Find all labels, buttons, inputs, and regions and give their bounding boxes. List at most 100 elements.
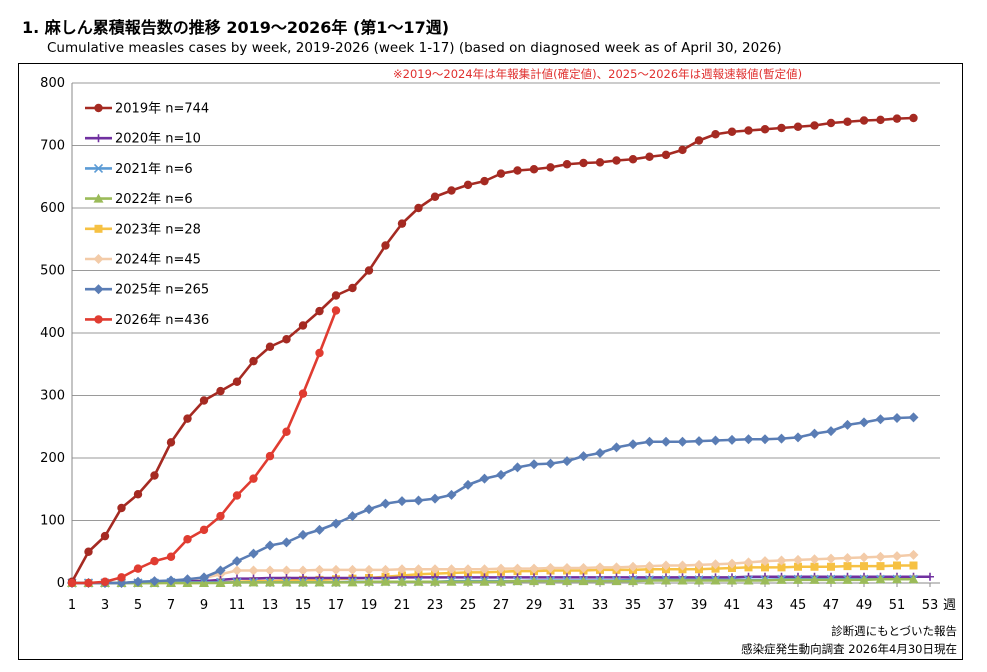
point-2019-week-28 bbox=[513, 166, 522, 175]
x-axis-label: 週 bbox=[943, 598, 956, 613]
point-2022-week-10 bbox=[215, 578, 226, 587]
point-2019-week-7 bbox=[166, 438, 176, 447]
point-2024-week-14 bbox=[281, 565, 292, 576]
point-2020-week-53 bbox=[926, 572, 934, 581]
legend-label-2019: 2019年 n=744 bbox=[115, 102, 209, 117]
x-tick-label-15: 15 bbox=[295, 598, 312, 613]
point-2019-week-10 bbox=[216, 386, 225, 396]
point-2022-week-39 bbox=[694, 575, 704, 585]
point-2025-week-7 bbox=[166, 575, 176, 586]
point-2025-week-41 bbox=[727, 434, 737, 445]
point-2026-week-16 bbox=[315, 348, 324, 358]
point-2019-week-43 bbox=[760, 125, 770, 134]
point-2025-week-30 bbox=[545, 458, 556, 469]
x-tick-label-47: 47 bbox=[823, 598, 840, 613]
point-2022-week-21 bbox=[397, 576, 407, 586]
legend-marker-2024 bbox=[93, 254, 104, 264]
footer-line-1: 診断週にもとづいた報告 bbox=[831, 624, 957, 638]
point-2026-week-7 bbox=[166, 552, 176, 561]
legend-marker-2025 bbox=[93, 284, 104, 295]
point-2019-week-15 bbox=[298, 321, 308, 330]
point-2025-week-24 bbox=[446, 489, 457, 500]
point-2019-week-16 bbox=[315, 306, 324, 316]
point-2025-week-11 bbox=[232, 556, 242, 567]
legend-label-2026: 2026年 n=436 bbox=[115, 313, 209, 328]
point-2026-week-2 bbox=[84, 578, 93, 588]
point-2024-week-45 bbox=[793, 554, 803, 565]
legend-label-2020: 2020年 n=10 bbox=[115, 132, 201, 147]
point-2022-week-33 bbox=[595, 576, 605, 586]
point-2019-week-50 bbox=[876, 115, 885, 125]
x-tick-label-51: 51 bbox=[889, 598, 906, 613]
point-2022-week-41 bbox=[727, 575, 737, 585]
point-2025-week-5 bbox=[133, 576, 143, 587]
point-2019-week-51 bbox=[892, 114, 902, 123]
point-2019-week-52 bbox=[909, 113, 918, 123]
point-2024-week-49 bbox=[859, 552, 869, 563]
point-2024-week-25 bbox=[463, 564, 473, 575]
point-2022-week-26 bbox=[479, 576, 490, 586]
point-2026-week-12 bbox=[249, 474, 258, 483]
point-2024-week-39 bbox=[694, 559, 704, 570]
point-2024-week-29 bbox=[529, 563, 539, 574]
point-2024-week-27 bbox=[496, 563, 506, 574]
point-2022-week-16 bbox=[314, 577, 325, 587]
series-line-2022 bbox=[72, 577, 914, 585]
legend-marker-2023 bbox=[94, 224, 103, 233]
point-2025-week-27 bbox=[496, 469, 506, 480]
point-2019-week-30 bbox=[546, 163, 555, 172]
point-2025-week-9 bbox=[199, 572, 209, 583]
point-2024-week-18 bbox=[347, 564, 358, 575]
point-2022-week-37 bbox=[661, 575, 671, 585]
point-2024-week-36 bbox=[644, 561, 655, 572]
point-2024-week-48 bbox=[842, 553, 853, 563]
point-2024-week-34 bbox=[611, 562, 622, 573]
point-2024-week-15 bbox=[298, 565, 308, 576]
point-2026-week-3 bbox=[100, 577, 110, 586]
point-2022-week-46 bbox=[809, 574, 820, 584]
point-2025-week-19 bbox=[364, 504, 374, 515]
point-2019-week-20 bbox=[381, 241, 390, 250]
point-2024-week-20 bbox=[380, 564, 391, 575]
point-2019-week-34 bbox=[612, 156, 621, 165]
x-tick-label-41: 41 bbox=[724, 598, 741, 613]
point-2023-week-46 bbox=[810, 562, 819, 571]
point-2019-week-35 bbox=[628, 155, 638, 164]
point-2026-week-1 bbox=[67, 578, 77, 588]
point-2024-week-16 bbox=[314, 564, 325, 575]
point-2022-week-32 bbox=[578, 576, 589, 586]
y-tick-label-300: 300 bbox=[40, 389, 65, 404]
y-tick-label-700: 700 bbox=[40, 139, 65, 154]
point-2022-week-20 bbox=[380, 576, 391, 586]
point-2025-week-42 bbox=[743, 434, 754, 445]
point-2019-week-26 bbox=[480, 176, 489, 186]
x-tick-label-11: 11 bbox=[229, 598, 246, 613]
point-2024-week-19 bbox=[364, 564, 374, 575]
point-2026-week-5 bbox=[133, 564, 143, 573]
point-2022-week-34 bbox=[611, 576, 622, 586]
point-2025-week-14 bbox=[281, 537, 292, 548]
point-2019-week-31 bbox=[562, 160, 572, 169]
point-2019-week-29 bbox=[529, 165, 539, 174]
point-2022-week-49 bbox=[859, 574, 869, 584]
x-tick-label-5: 5 bbox=[134, 598, 142, 613]
point-2025-week-32 bbox=[578, 451, 589, 462]
point-2019-week-32 bbox=[579, 158, 588, 168]
point-2023-week-52 bbox=[909, 561, 918, 570]
series-2025 bbox=[67, 412, 919, 588]
point-2023-week-45 bbox=[794, 562, 802, 571]
point-2024-week-42 bbox=[743, 557, 754, 568]
point-2025-week-52 bbox=[908, 412, 919, 423]
legend-label-2024: 2024年 n=45 bbox=[115, 253, 201, 268]
point-2022-week-36 bbox=[644, 575, 655, 585]
point-2024-week-50 bbox=[875, 551, 886, 562]
point-2019-week-49 bbox=[859, 116, 869, 125]
point-2026-week-4 bbox=[117, 573, 126, 582]
point-2025-week-50 bbox=[875, 414, 886, 425]
point-2025-week-23 bbox=[430, 493, 440, 504]
series-line-2026 bbox=[72, 310, 338, 585]
point-2022-week-23 bbox=[430, 576, 440, 586]
legend-label-2022: 2022年 n=6 bbox=[115, 192, 193, 207]
point-2023-week-43 bbox=[761, 563, 769, 572]
point-2022-week-52 bbox=[908, 574, 919, 584]
